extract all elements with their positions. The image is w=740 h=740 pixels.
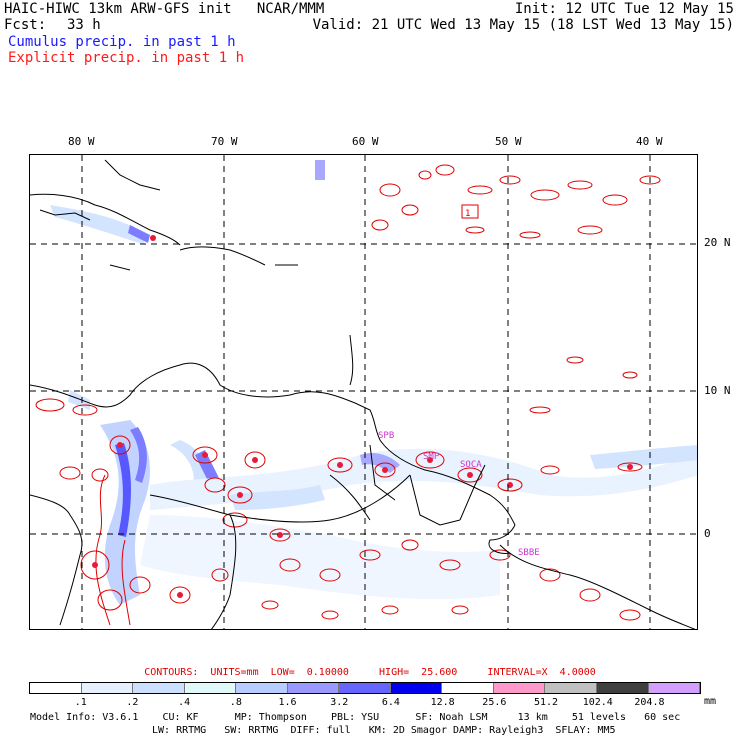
coastline <box>30 159 696 629</box>
explicit-legend: Explicit precip. in past 1 h <box>8 50 245 66</box>
map-title: HAIC-HIWC 13km ARW-GFS init NCAR/MMM <box>4 1 325 17</box>
colorbar-swatch <box>493 683 546 693</box>
colorbar-tick-label: .8 <box>229 697 242 708</box>
colorbar-tick-label: 204.8 <box>634 697 665 708</box>
site-label-smp: SMP <box>423 452 440 462</box>
lat-label-20n: 20 N <box>704 236 731 249</box>
site-label-sbbe: SBBE <box>518 548 540 558</box>
site-label-spb: SPB <box>378 431 395 441</box>
lat-label-0: 0 <box>704 527 711 540</box>
colorbar-swatch <box>648 683 701 693</box>
forecast-hour: 33 h <box>67 17 101 33</box>
explicit-precip-contours <box>35 164 661 626</box>
colorbar-swatch <box>597 683 649 693</box>
valid-time: Valid: 21 UTC Wed 13 May 15 (18 LST Wed … <box>312 17 734 33</box>
model-info-line1: Model Info: V3.6.1 CU: KF MP: Thompson P… <box>30 712 681 723</box>
colorbar-tick-label: 6.4 <box>381 697 400 708</box>
colorbar-units: mm <box>704 696 717 707</box>
cumulus-legend: Cumulus precip. in past 1 h <box>8 34 236 50</box>
lon-label-80w: 80 W <box>68 135 95 148</box>
lon-label-70w: 70 W <box>211 135 238 148</box>
colorbar-swatch <box>30 683 82 693</box>
cumulus-precip-shading <box>50 160 697 605</box>
high-marker-label: 1 <box>465 209 470 219</box>
lat-label-10n: 10 N <box>704 384 731 397</box>
colorbar-tick-label: 51.2 <box>534 697 559 708</box>
colorbar-tick-label: .4 <box>178 697 191 708</box>
colorbar-tick-label: 25.6 <box>482 697 507 708</box>
model-info-line2: LW: RRTMG SW: RRTMG DIFF: full KM: 2D Sm… <box>152 725 616 736</box>
colorbar-tick-label: .2 <box>126 697 139 708</box>
colorbar-swatch <box>236 683 288 693</box>
colorbar-tick-label: .1 <box>74 697 87 708</box>
lon-label-50w: 50 W <box>495 135 522 148</box>
lon-label-40w: 40 W <box>636 135 663 148</box>
colorbar-swatch <box>81 683 134 693</box>
high-marker-box <box>461 204 479 219</box>
colorbar-swatch <box>339 683 391 693</box>
colorbar-swatch <box>133 683 185 693</box>
colorbar-swatch <box>545 683 598 693</box>
contour-info: CONTOURS: UNITS=mm LOW= 0.10000 HIGH= 25… <box>144 667 596 678</box>
colorbar-swatch <box>287 683 340 693</box>
precip-map: 1 <box>29 154 698 630</box>
colorbar-swatch <box>442 683 494 693</box>
forecast-label: Fcst: <box>4 17 47 33</box>
colorbar <box>29 682 702 694</box>
lat-lon-grid <box>30 155 697 629</box>
lon-label-60w: 60 W <box>352 135 379 148</box>
site-label-soca: SOCA <box>460 460 482 470</box>
colorbar-tick-label: 12.8 <box>430 697 455 708</box>
colorbar-swatch <box>390 683 443 693</box>
init-time: Init: 12 UTC Tue 12 May 15 <box>514 1 734 17</box>
colorbar-tick-label: 3.2 <box>330 697 349 708</box>
colorbar-tick-label: 102.4 <box>582 697 613 708</box>
colorbar-tick-label: 1.6 <box>278 697 297 708</box>
colorbar-swatch <box>184 683 237 693</box>
